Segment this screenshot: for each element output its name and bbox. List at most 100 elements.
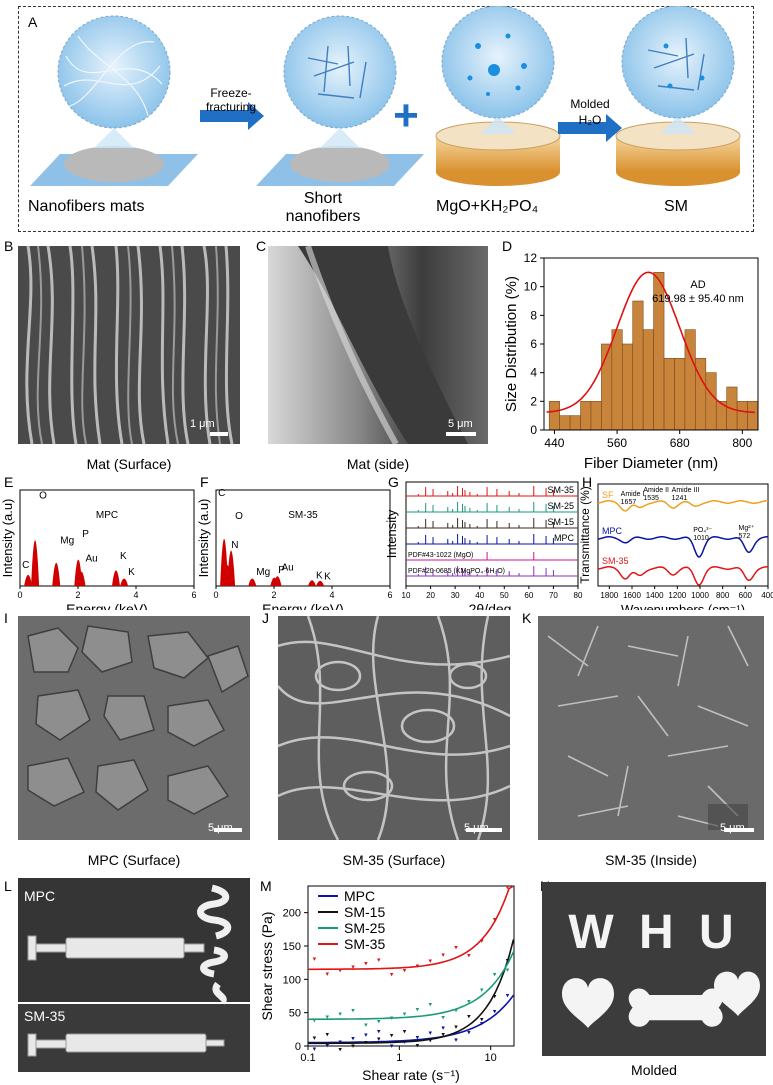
y-axis-label: Size Distribution (%) bbox=[503, 276, 520, 412]
y-tick-label: 0 bbox=[530, 423, 537, 437]
peak-label: N bbox=[231, 540, 238, 551]
data-point-marker: ▾ bbox=[313, 1035, 317, 1042]
chart-xrd: SM-35 SM-25 SM-15 MPC PDF#43-1022 (MgO) PDF#2… bbox=[384, 481, 583, 610]
chart-fiber-diameter-histogram: 0 2 4 6 8 10 12 440 560 680 800 Fiber Diameter (nm)… bbox=[503, 251, 759, 472]
data-point-marker: ▾ bbox=[441, 1014, 445, 1021]
annotation: Amide II bbox=[643, 487, 669, 494]
histogram-bar bbox=[736, 401, 748, 431]
data-point-marker: ▾ bbox=[364, 961, 368, 968]
panel-label-l: L bbox=[4, 878, 12, 894]
sem-image-mpc-surface bbox=[18, 616, 250, 840]
peak-label: P bbox=[82, 529, 89, 540]
peak-label: K bbox=[120, 551, 127, 562]
peak-label: P bbox=[278, 565, 285, 576]
peak-label: C bbox=[22, 560, 29, 571]
chart-eds-mpc: C O Mg P Au KK MPC 0 2 4 6 Energy (keV) Intensity (a… bbox=[0, 489, 197, 610]
eds-peak bbox=[120, 578, 129, 586]
scale-bar-k: 5 μm bbox=[720, 822, 745, 834]
step4-label: SM bbox=[664, 198, 688, 215]
histogram-bar bbox=[559, 415, 571, 431]
data-point-marker: ▾ bbox=[467, 999, 471, 1006]
y-axis-label: Intensity (a.u) bbox=[196, 499, 211, 578]
series-label: SM-25 bbox=[547, 501, 574, 511]
data-point-marker: ▾ bbox=[480, 938, 484, 945]
eds-peak bbox=[52, 562, 61, 586]
data-point-marker: ▾ bbox=[429, 1030, 433, 1037]
data-point-marker: ▾ bbox=[326, 1032, 330, 1039]
x-axis-label: Energy (keV) bbox=[262, 601, 344, 610]
eds-peak bbox=[31, 540, 40, 586]
x-axis-label: Energy (keV) bbox=[66, 601, 148, 610]
annotation: Amide III bbox=[672, 487, 700, 494]
y-tick-label: 0 bbox=[295, 1041, 301, 1053]
x-tick-label: 400 bbox=[761, 591, 773, 600]
data-point-marker: ▾ bbox=[416, 963, 420, 970]
annotation: 572 bbox=[739, 533, 751, 540]
caption-j: SM-35 (Surface) bbox=[342, 852, 446, 868]
data-point-marker: ▾ bbox=[351, 1007, 355, 1014]
short-nanofiber-illustration bbox=[256, 15, 424, 186]
x-tick-label: 680 bbox=[670, 436, 690, 450]
x-tick-label: 50 bbox=[500, 591, 509, 600]
panel-label-e: E bbox=[4, 474, 14, 490]
x-tick-label: 1 bbox=[396, 1052, 402, 1064]
data-point-marker: ▾ bbox=[480, 1017, 484, 1024]
x-tick-label: 6 bbox=[387, 590, 392, 600]
data-point-marker: ▾ bbox=[377, 1028, 381, 1035]
schematic-graphics: + bbox=[30, 6, 741, 186]
peak-label: Au bbox=[281, 563, 293, 574]
data-point-marker: ▾ bbox=[364, 1040, 368, 1047]
peak-label: C bbox=[218, 488, 225, 499]
annotation: 1241 bbox=[672, 495, 688, 502]
x-tick-label: 2 bbox=[75, 590, 80, 600]
legend-label: SM-25 bbox=[344, 920, 385, 936]
sem-image-sm35-inside bbox=[538, 616, 764, 840]
data-point-marker: ▾ bbox=[480, 987, 484, 994]
data-point-marker: ▾ bbox=[390, 1043, 394, 1050]
data-point-marker: ▾ bbox=[416, 1006, 420, 1013]
plot-frame bbox=[215, 489, 391, 587]
data-point-marker: ▾ bbox=[493, 971, 497, 978]
eds-peak bbox=[307, 580, 316, 586]
x-tick-label: 560 bbox=[607, 436, 627, 450]
series-label: SM-15 bbox=[547, 517, 574, 527]
scale-bar-i: 5 μm bbox=[208, 822, 233, 834]
x-tick-label: 40 bbox=[475, 591, 484, 600]
model-fit-line bbox=[308, 939, 515, 1045]
histogram-bar bbox=[663, 358, 675, 431]
sem-image-mat-side bbox=[268, 246, 488, 444]
series-label: MPC bbox=[554, 533, 575, 543]
peak-label: O bbox=[39, 491, 47, 502]
y-tick-label: 6 bbox=[530, 337, 537, 351]
peak-label: O bbox=[235, 511, 243, 522]
data-point-marker: ▾ bbox=[493, 916, 497, 923]
arrow2-line2: H₂O bbox=[578, 113, 602, 127]
panel-label-k: K bbox=[522, 610, 532, 626]
data-point-marker: ▾ bbox=[326, 1042, 330, 1049]
data-point-marker: ▾ bbox=[326, 971, 330, 978]
step2-line1: Short bbox=[303, 190, 343, 207]
eds-peak bbox=[24, 574, 33, 586]
x-tick-label: 2 bbox=[271, 590, 276, 600]
panel-label-h: H bbox=[582, 474, 593, 490]
series-label: SF bbox=[602, 490, 614, 500]
spectrum-title: SM-35 bbox=[288, 510, 318, 521]
schematic-frame bbox=[18, 6, 754, 232]
data-point-marker: ▾ bbox=[313, 1046, 317, 1053]
data-point-marker: ▾ bbox=[506, 958, 510, 965]
x-tick-label: 1200 bbox=[668, 591, 686, 600]
data-point-marker: ▾ bbox=[467, 952, 471, 959]
histogram-bar bbox=[590, 401, 602, 431]
label-mpc-syringe: MPC bbox=[24, 888, 56, 904]
data-point-marker: ▾ bbox=[338, 1047, 342, 1054]
panel-label-j: J bbox=[262, 610, 269, 626]
data-point-marker: ▾ bbox=[429, 958, 433, 965]
photo-syringe-extrusion bbox=[18, 878, 250, 1072]
x-tick-label: 600 bbox=[739, 591, 753, 600]
x-tick-label: 0.1 bbox=[300, 1052, 315, 1064]
ftir-spectrum-line bbox=[597, 566, 768, 586]
y-axis-label: Intensity bbox=[384, 509, 399, 558]
panel-label-d: D bbox=[502, 238, 513, 254]
y-axis-label: Intensity (a.u) bbox=[0, 499, 15, 578]
y-tick-label: 50 bbox=[289, 1008, 301, 1020]
